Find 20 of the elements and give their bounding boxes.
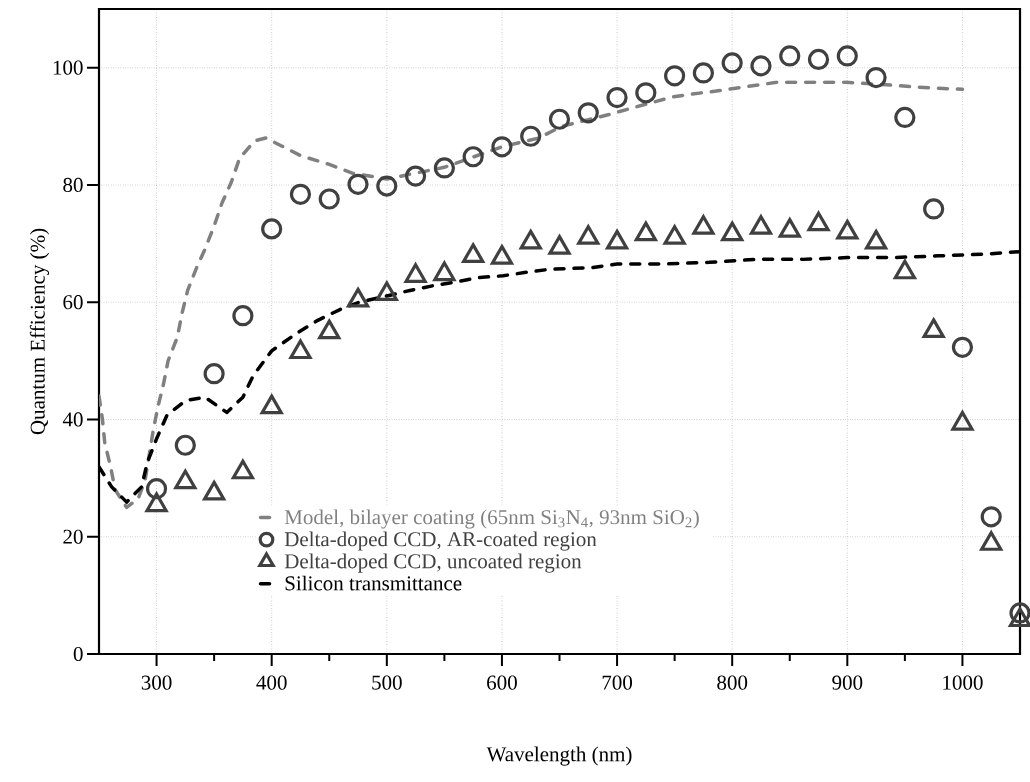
x-tick-label: 800 (717, 675, 748, 690)
legend-label: Delta-doped CCD, uncoated region (284, 553, 582, 573)
x-tick-label: 700 (602, 675, 633, 690)
x-tick-label: 1000 (943, 675, 983, 690)
x-tick-label: 400 (256, 675, 287, 690)
y-axis-title: Quantum Efficiency (%) (29, 228, 50, 435)
x-tick-label: 500 (372, 675, 402, 690)
y-tick-label: 60 (63, 295, 83, 310)
y-tick-label: 40 (62, 412, 83, 427)
x-tick-label: 300 (141, 675, 172, 690)
y-tick-label: 0 (73, 646, 83, 662)
legend-label: Model, bilayer coating (65nm Si$_{3}$N$_{4}$, 93nm SiO$_{2}$) (284, 509, 699, 529)
x-tick-label: 900 (832, 675, 863, 690)
y-tick-label: 100 (53, 60, 83, 75)
y-tick-label: 80 (63, 177, 83, 192)
y-tick-label: 20 (63, 529, 83, 544)
x-axis-title: Wavelength (nm) (486, 746, 632, 766)
x-tick-label: 600 (487, 675, 517, 690)
legend-label: Delta-doped CCD, AR-coated region (284, 531, 597, 551)
legend-label: Silicon transmittance (285, 575, 462, 591)
